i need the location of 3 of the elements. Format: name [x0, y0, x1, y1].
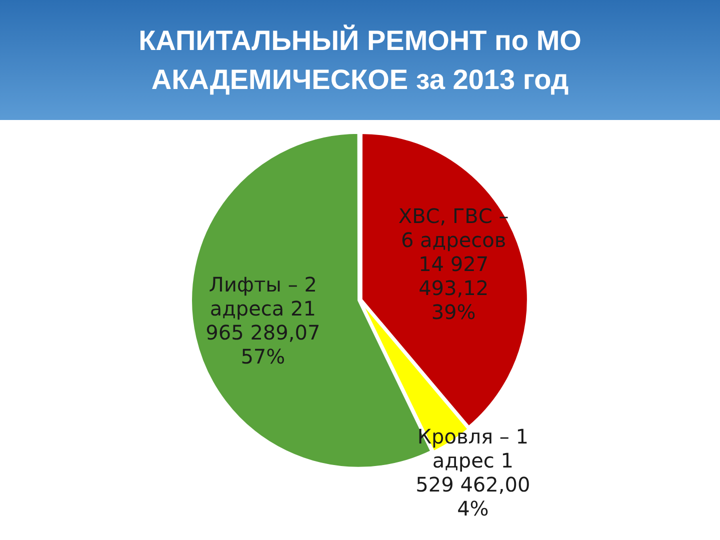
- data-label: 14 927 493,12 39%: [418, 252, 489, 324]
- slice-label: Лифты – 2 адреса 21 965 289,07 57%: [206, 272, 320, 368]
- chart-title: КАПИТАЛЬНЫЙ РЕМОНТ по МО АКАДЕМИЧЕСКОЕ за 2013 год: [0, 0, 720, 120]
